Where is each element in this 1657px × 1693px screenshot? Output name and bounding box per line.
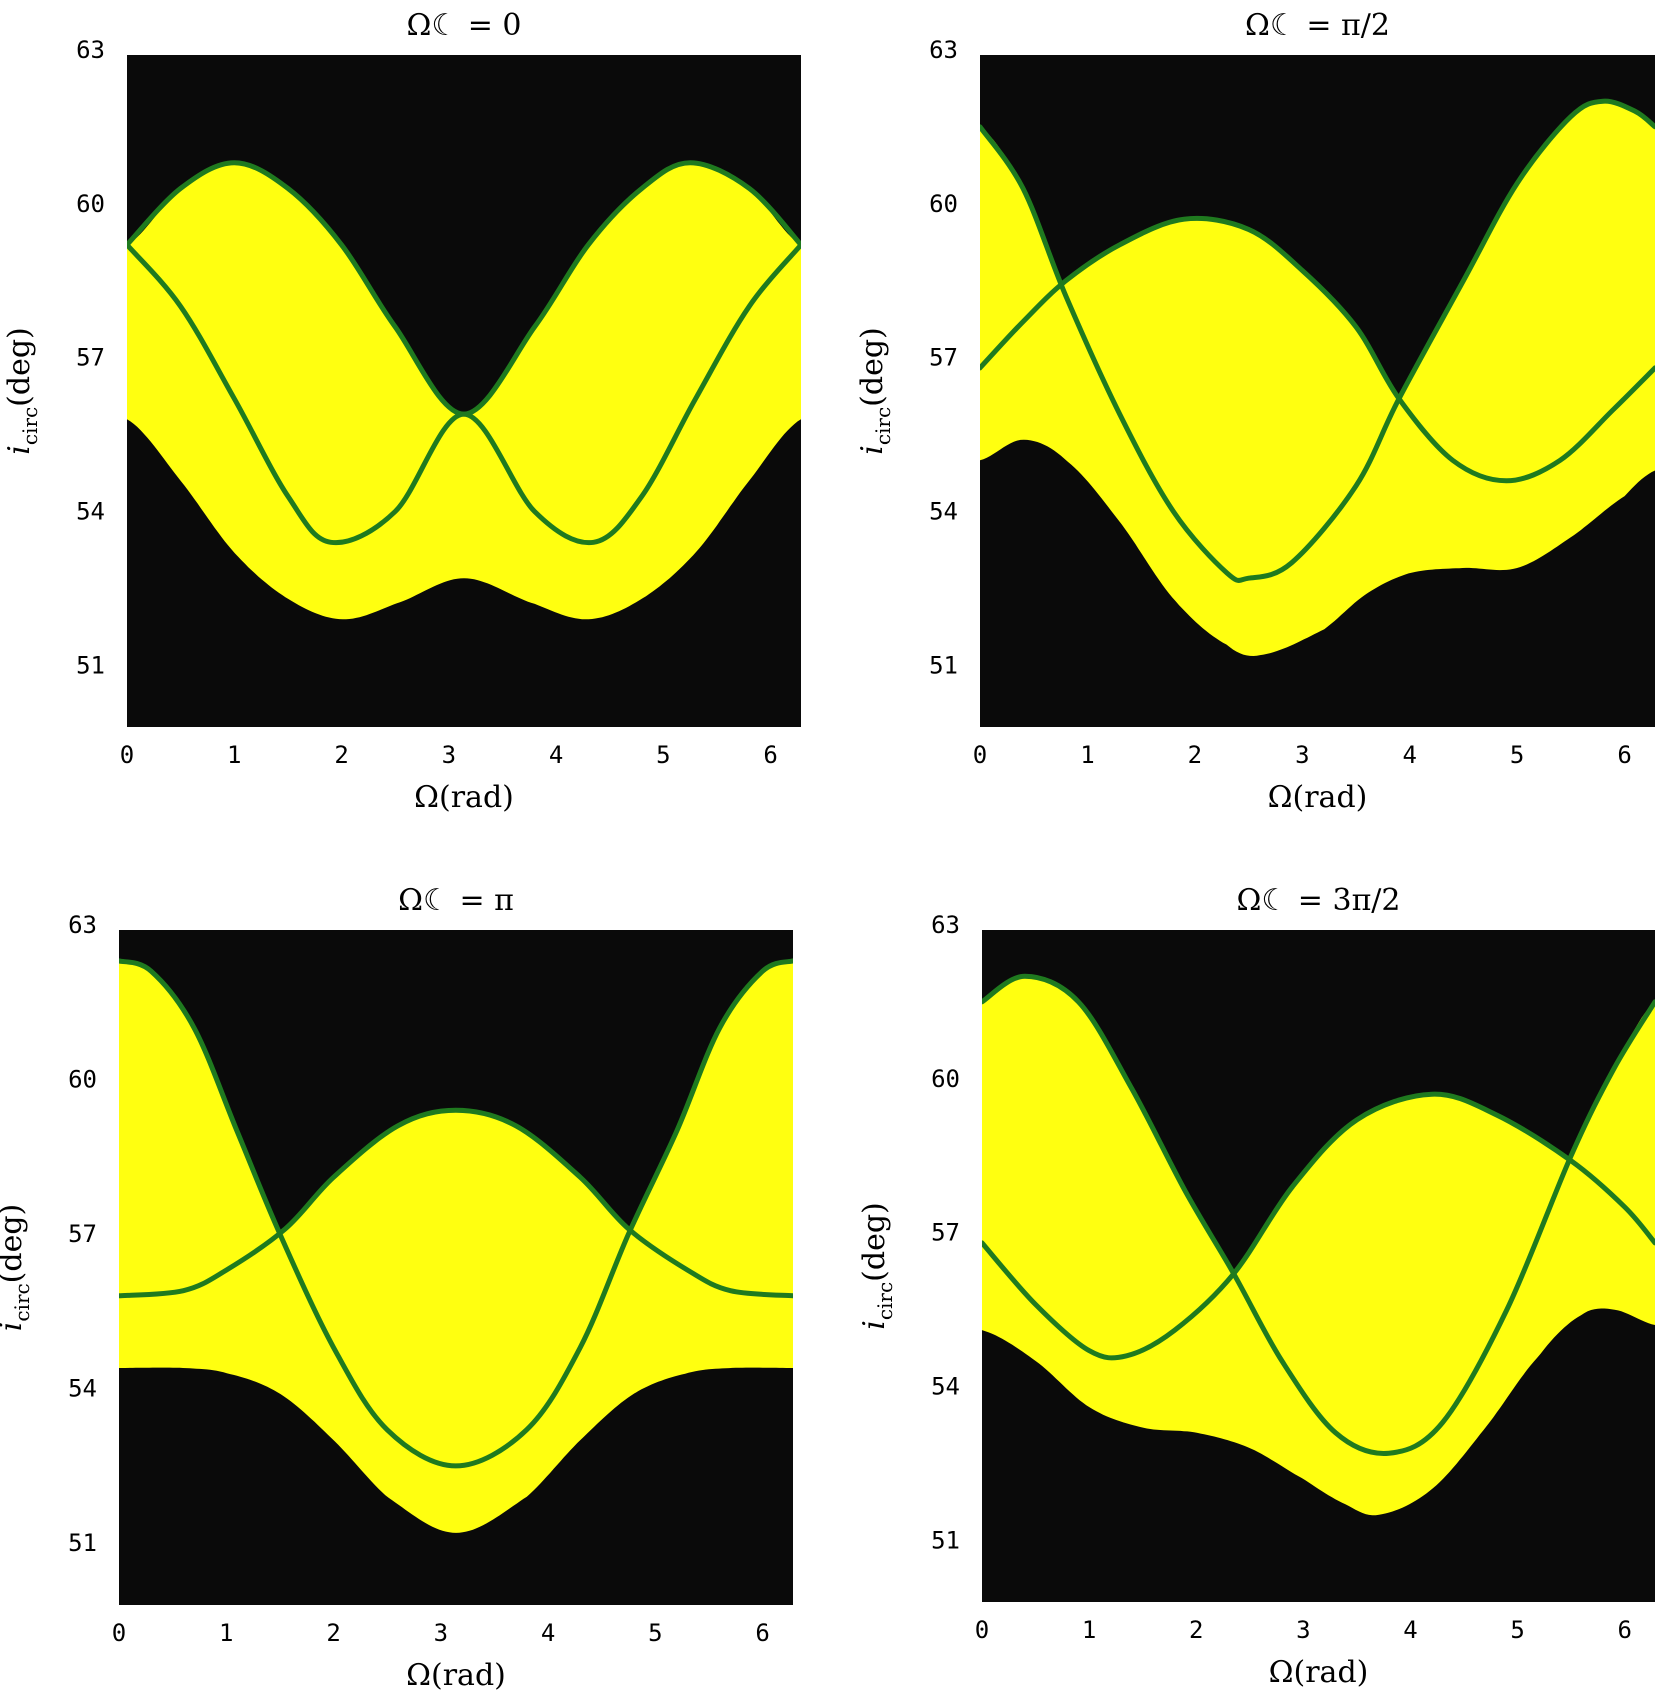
x-tick-label: 2 bbox=[334, 741, 348, 769]
x-tick-label: 3 bbox=[1295, 741, 1309, 769]
plot-area bbox=[127, 160, 801, 620]
y-tick-label: 51 bbox=[68, 1529, 97, 1557]
x-tick-label: 6 bbox=[763, 741, 777, 769]
x-tick-label: 0 bbox=[112, 1619, 126, 1647]
y-tick-label: 51 bbox=[931, 1526, 960, 1554]
y-tick-label: 60 bbox=[76, 190, 105, 218]
chart-panel-4: Ω☾ = 3π/2 0 1 2 3 4 5 6 51 54 57 60 63 Ω(rad) icirc(de… bbox=[857, 883, 1655, 1690]
y-tick-label: 60 bbox=[929, 190, 958, 218]
chart-title: Ω☾ = 0 bbox=[406, 8, 521, 43]
y-tick-label: 51 bbox=[929, 651, 958, 679]
y-tick-label: 57 bbox=[76, 344, 105, 372]
x-axis-label: Ω(rad) bbox=[1268, 780, 1368, 815]
series-curve-2 bbox=[119, 1107, 793, 1299]
y-tick-label: 63 bbox=[929, 36, 958, 64]
x-axis-label: Ω(rad) bbox=[414, 780, 514, 815]
x-tick-label: 1 bbox=[1080, 741, 1094, 769]
y-axis-label: icirc(deg) bbox=[2, 327, 42, 455]
y-tick-label: 63 bbox=[931, 911, 960, 939]
chart-panel-1: Ω☾ = 0 0 1 2 3 4 5 6 51 54 57 60 63 Ω(rad) icirc(deg) bbox=[2, 8, 801, 815]
allowed-region bbox=[119, 960, 793, 1533]
series-curve-2 bbox=[982, 1091, 1655, 1361]
y-tick-label: 54 bbox=[931, 1373, 960, 1401]
x-tick-label: 6 bbox=[755, 1619, 769, 1647]
x-tick-label: 3 bbox=[1296, 1616, 1310, 1644]
chart-title: Ω☾ = π/2 bbox=[1245, 8, 1390, 43]
y-tick-label: 54 bbox=[76, 498, 105, 526]
x-tick-label: 6 bbox=[1617, 1616, 1631, 1644]
y-tick-label: 63 bbox=[68, 911, 97, 939]
y-tick-label: 60 bbox=[68, 1065, 97, 1093]
x-tick-label: 1 bbox=[219, 1619, 233, 1647]
x-axis-label: Ω(rad) bbox=[406, 1658, 506, 1693]
y-tick-label: 63 bbox=[76, 36, 105, 64]
x-tick-label: 0 bbox=[975, 1616, 989, 1644]
x-tick-label: 6 bbox=[1617, 741, 1631, 769]
x-tick-label: 2 bbox=[1188, 741, 1202, 769]
chart-panel-3: Ω☾ = π 0 1 2 3 4 5 6 51 54 57 60 63 Ω(rad) icirc(deg) bbox=[0, 883, 793, 1693]
plot-area bbox=[982, 973, 1655, 1516]
series-curve-2 bbox=[980, 215, 1655, 484]
series-curve-1 bbox=[982, 973, 1655, 1456]
x-tick-label: 4 bbox=[549, 741, 563, 769]
y-axis-label: icirc(deg) bbox=[855, 327, 895, 455]
x-tick-label: 4 bbox=[541, 1619, 555, 1647]
x-tick-label: 1 bbox=[227, 741, 241, 769]
x-tick-label: 3 bbox=[442, 741, 456, 769]
y-tick-label: 54 bbox=[929, 498, 958, 526]
x-axis-label: Ω(rad) bbox=[1269, 1655, 1369, 1690]
x-tick-label: 0 bbox=[973, 741, 987, 769]
y-tick-label: 57 bbox=[929, 344, 958, 372]
series-curve-2 bbox=[127, 242, 801, 546]
plot-area bbox=[980, 98, 1655, 657]
y-tick-label: 54 bbox=[68, 1375, 97, 1403]
x-tick-label: 2 bbox=[1189, 1616, 1203, 1644]
y-tick-label: 60 bbox=[931, 1065, 960, 1093]
chart-panel-2: Ω☾ = π/2 0 1 2 3 4 5 6 51 54 57 60 63 Ω(rad) icirc(deg… bbox=[855, 8, 1655, 815]
y-tick-label: 51 bbox=[76, 651, 105, 679]
plot-area bbox=[119, 958, 793, 1533]
series-curve-1 bbox=[980, 98, 1655, 583]
y-tick-label: 57 bbox=[68, 1220, 97, 1248]
x-tick-label: 4 bbox=[1403, 1616, 1417, 1644]
chart-title: Ω☾ = π bbox=[398, 883, 514, 918]
x-tick-label: 5 bbox=[656, 741, 670, 769]
y-axis-label: icirc(deg) bbox=[857, 1202, 897, 1330]
y-tick-label: 57 bbox=[931, 1219, 960, 1247]
x-tick-label: 5 bbox=[1510, 1616, 1524, 1644]
x-tick-label: 3 bbox=[434, 1619, 448, 1647]
x-tick-label: 5 bbox=[648, 1619, 662, 1647]
x-tick-label: 5 bbox=[1510, 741, 1524, 769]
x-tick-label: 1 bbox=[1082, 1616, 1096, 1644]
series-curve-1 bbox=[119, 958, 793, 1469]
y-axis-label: icirc(deg) bbox=[0, 1204, 34, 1332]
x-tick-label: 0 bbox=[120, 741, 134, 769]
x-tick-label: 2 bbox=[326, 1619, 340, 1647]
x-tick-label: 4 bbox=[1403, 741, 1417, 769]
chart-title: Ω☾ = 3π/2 bbox=[1237, 883, 1401, 918]
